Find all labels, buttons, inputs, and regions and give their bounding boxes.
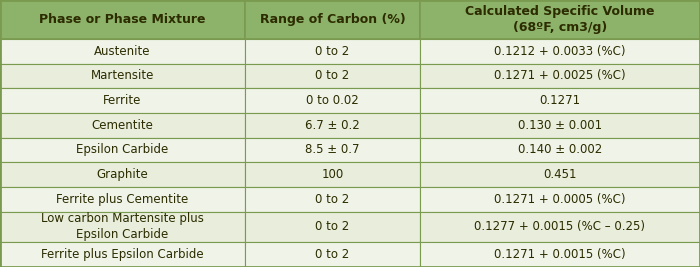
Text: Graphite: Graphite: [97, 168, 148, 181]
Bar: [245, 162, 420, 187]
Text: 0 to 2: 0 to 2: [316, 45, 349, 58]
Bar: [420, 211, 700, 242]
Bar: [0, 64, 245, 88]
Bar: [420, 113, 700, 138]
Text: 0 to 2: 0 to 2: [316, 193, 349, 206]
Bar: [245, 88, 420, 113]
Text: 0 to 2: 0 to 2: [316, 248, 349, 261]
Text: 100: 100: [321, 168, 344, 181]
Bar: [245, 242, 420, 267]
Text: Ferrite: Ferrite: [104, 94, 141, 107]
Text: Low carbon Martensite plus
Epsilon Carbide: Low carbon Martensite plus Epsilon Carbi…: [41, 213, 204, 241]
Bar: [420, 39, 700, 64]
Text: 0.1212 + 0.0033 (%C): 0.1212 + 0.0033 (%C): [494, 45, 626, 58]
Bar: [420, 187, 700, 211]
Text: Martensite: Martensite: [91, 69, 154, 82]
Text: Range of Carbon (%): Range of Carbon (%): [260, 13, 405, 26]
Text: Austenite: Austenite: [94, 45, 150, 58]
Bar: [420, 64, 700, 88]
Bar: [420, 138, 700, 162]
Bar: [0, 113, 245, 138]
Bar: [420, 162, 700, 187]
Text: 0.130 ± 0.001: 0.130 ± 0.001: [518, 119, 602, 132]
Bar: [245, 187, 420, 211]
Bar: [0, 187, 245, 211]
Text: Cementite: Cementite: [92, 119, 153, 132]
Bar: [0, 39, 245, 64]
Text: 0.1271: 0.1271: [540, 94, 580, 107]
Text: Calculated Specific Volume
(68ºF, cm3/g): Calculated Specific Volume (68ºF, cm3/g): [466, 5, 654, 34]
Bar: [245, 0, 420, 39]
Text: Epsilon Carbide: Epsilon Carbide: [76, 143, 169, 156]
Bar: [0, 88, 245, 113]
Bar: [0, 211, 245, 242]
Bar: [420, 242, 700, 267]
Text: Phase or Phase Mixture: Phase or Phase Mixture: [39, 13, 206, 26]
Text: 0.451: 0.451: [543, 168, 577, 181]
Bar: [0, 162, 245, 187]
Text: 0.1271 + 0.0005 (%C): 0.1271 + 0.0005 (%C): [494, 193, 626, 206]
Bar: [420, 88, 700, 113]
Bar: [245, 64, 420, 88]
Bar: [245, 138, 420, 162]
Text: 0.1271 + 0.0015 (%C): 0.1271 + 0.0015 (%C): [494, 248, 626, 261]
Text: 0.1277 + 0.0015 (%C – 0.25): 0.1277 + 0.0015 (%C – 0.25): [475, 221, 645, 233]
Bar: [245, 113, 420, 138]
Text: 6.7 ± 0.2: 6.7 ± 0.2: [305, 119, 360, 132]
Text: 0.140 ± 0.002: 0.140 ± 0.002: [518, 143, 602, 156]
Text: 0.1271 + 0.0025 (%C): 0.1271 + 0.0025 (%C): [494, 69, 626, 82]
Bar: [420, 0, 700, 39]
Text: 8.5 ± 0.7: 8.5 ± 0.7: [305, 143, 360, 156]
Text: 0 to 2: 0 to 2: [316, 69, 349, 82]
Text: 0 to 0.02: 0 to 0.02: [306, 94, 359, 107]
Bar: [0, 242, 245, 267]
Text: Ferrite plus Cementite: Ferrite plus Cementite: [57, 193, 188, 206]
Bar: [245, 39, 420, 64]
Bar: [0, 0, 245, 39]
Text: Ferrite plus Epsilon Carbide: Ferrite plus Epsilon Carbide: [41, 248, 204, 261]
Bar: [0, 138, 245, 162]
Bar: [245, 211, 420, 242]
Text: 0 to 2: 0 to 2: [316, 221, 349, 233]
